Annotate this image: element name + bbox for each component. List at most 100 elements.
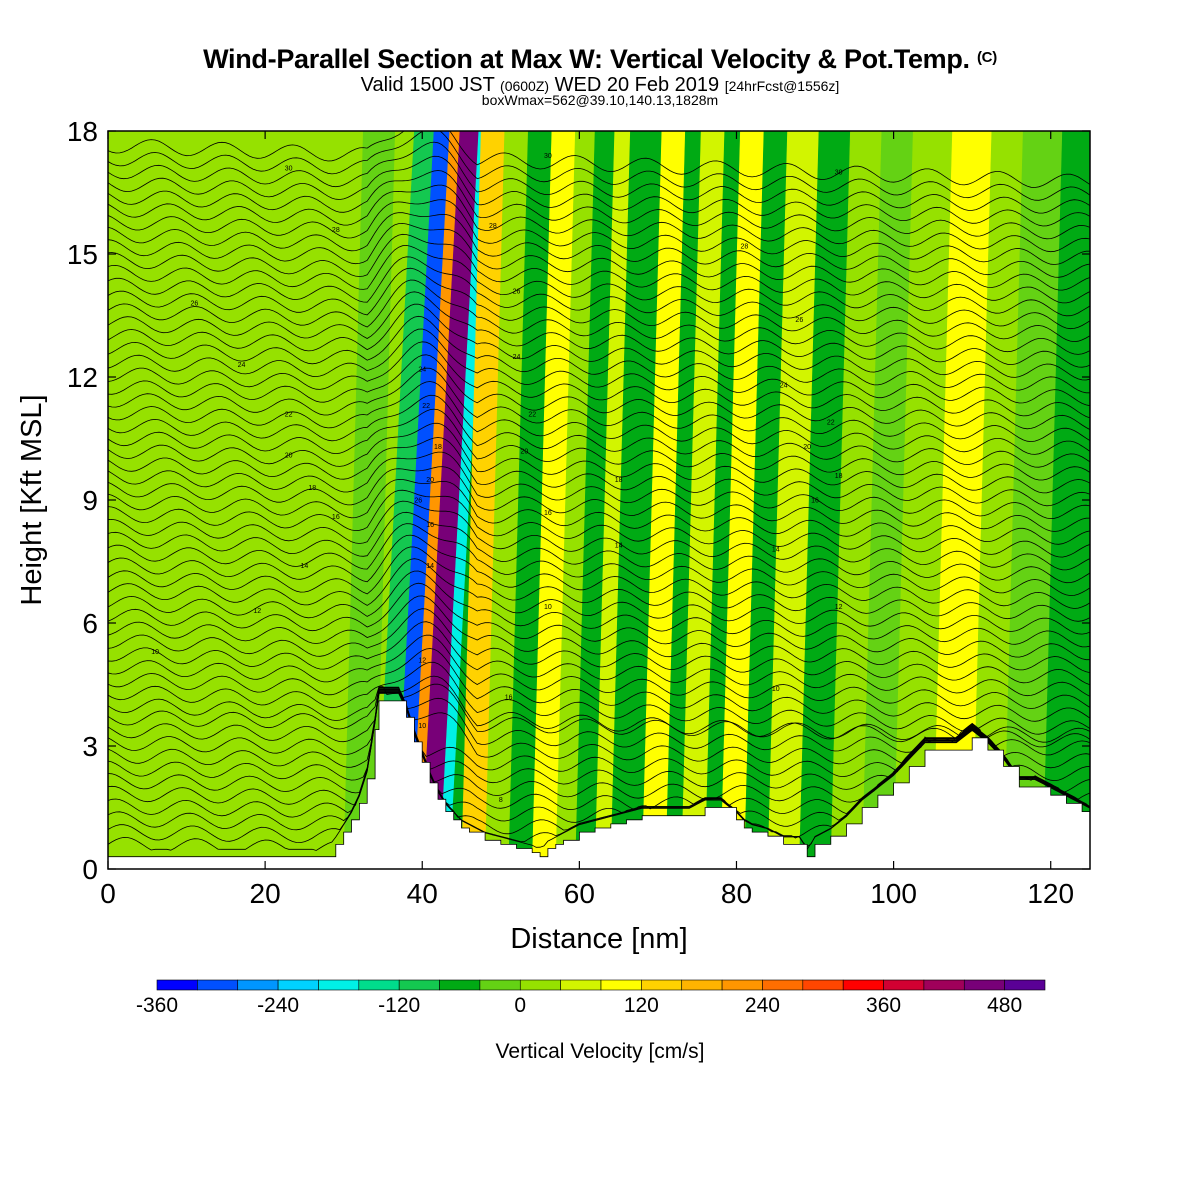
isentrope-label: 28 (332, 227, 340, 234)
colorbar-swatch (963, 979, 1005, 991)
isentrope-line (108, 690, 1090, 815)
colorbar-tick-label: 240 (745, 994, 780, 1017)
isentrope-label: 18 (308, 485, 316, 492)
isentrope-label: 24 (513, 354, 521, 361)
isentrope-label: 14 (426, 563, 434, 570)
isentrope-line (108, 279, 1090, 355)
colorbar-tick-label: 360 (866, 994, 901, 1017)
isentrope-line (108, 466, 1090, 532)
isentrope-label: 20 (803, 444, 811, 451)
isentrope-line (108, 500, 1090, 571)
valid-date: WED 20 Feb 2019 (554, 74, 720, 96)
isentrope-label: 12 (418, 657, 426, 664)
x-tick-label: 120 (1027, 878, 1074, 909)
velocity-band (374, 131, 435, 869)
x-tick-label: 60 (564, 878, 595, 909)
velocity-band (394, 131, 451, 869)
colorbar-swatch (721, 979, 763, 991)
isentrope-label: 20 (285, 452, 293, 459)
isentrope-line (108, 256, 1090, 330)
colorbar-tick-label: 120 (624, 994, 659, 1017)
velocity-band (665, 131, 702, 869)
colorbar-tick-label: 480 (987, 994, 1022, 1017)
colorbar-swatch (277, 979, 319, 991)
colorbar-swatch (479, 979, 521, 991)
colorbar: -360 -240 -120 0 120 240 360 480 (136, 979, 1046, 1017)
isentrope-line (108, 408, 1090, 481)
colorbar-tick-label: -240 (257, 994, 299, 1017)
isentrope-line (108, 608, 1090, 686)
velocity-band (484, 131, 529, 869)
colorbar-swatch (560, 979, 602, 991)
isentrope-line (108, 155, 1090, 227)
isentrope-line (108, 683, 1090, 743)
colorbar-tick-label: -360 (136, 994, 178, 1017)
isentrope-line (108, 131, 1090, 188)
y-tick-label: 18 (67, 116, 98, 147)
isentrope-label: 10 (418, 723, 426, 730)
isentrope-line (108, 170, 1090, 240)
colorbar-swatch (923, 979, 965, 991)
isentrope-label: 14 (301, 563, 309, 570)
velocity-band (594, 131, 631, 869)
x-tick-label: 40 (407, 878, 438, 909)
velocity-band (893, 131, 953, 869)
velocity-band (575, 131, 616, 869)
velocity-band (971, 131, 1024, 869)
isentrope-label: 26 (191, 301, 199, 308)
isentrope-label: 30 (835, 170, 843, 177)
isentrope-label: 24 (780, 383, 788, 390)
isentrope-line (108, 437, 1090, 507)
axes: 0 20 40 60 80 100 120 0 3 6 9 12 15 18 (67, 116, 1091, 909)
y-axis-label: Height [Kft MSL] (16, 394, 48, 605)
isentrope-line (108, 315, 1090, 394)
isentrope-line (108, 381, 1090, 455)
box-info: boxWmax=562@39.10,140.13,1828m (481, 92, 719, 108)
isentrope-label: 26 (513, 288, 521, 295)
colorbar-swatch (358, 979, 400, 991)
colorbar-swatch (641, 979, 683, 991)
isentrope-line (108, 546, 1090, 622)
colorbar-swatch (519, 979, 561, 991)
terrain-profile (108, 700, 1090, 869)
terrain (108, 700, 1090, 869)
colorbar-swatch (681, 979, 723, 991)
velocity-band (1042, 131, 1090, 869)
isentrope-line (108, 689, 1090, 803)
isentrope-label: 18 (615, 477, 623, 484)
isentrope-label: 28 (489, 223, 497, 230)
x-axis-label: Distance [nm] (510, 923, 687, 955)
isentrope-line (108, 570, 1090, 648)
velocity-band (744, 131, 788, 869)
isentrope-label: 30 (285, 165, 293, 172)
isentrope-label: 22 (528, 411, 536, 418)
isentropes (108, 131, 1090, 851)
isentrope-line (108, 661, 1090, 735)
isentrope-label: 20 (520, 448, 528, 455)
colorbar-swatch (802, 979, 844, 991)
isentrope-line (108, 478, 1090, 545)
isentrope-label: 20 (426, 477, 434, 484)
isentrope-line (108, 244, 1090, 317)
isentrope-line (108, 634, 1090, 709)
isentrope-line (108, 691, 1090, 839)
velocity-band (610, 131, 663, 869)
velocity-band (555, 131, 596, 869)
isentrope-line (108, 422, 1090, 494)
isentrope-label: 30 (544, 153, 552, 160)
isentrope-line (108, 291, 1090, 368)
colorbar-swatch (197, 979, 239, 991)
velocity-band (508, 131, 553, 869)
isentrope-label: 28 (740, 243, 748, 250)
isentrope-line (108, 184, 1090, 253)
chart-title-suffix: (C) (976, 49, 997, 66)
isentrope-label: 24 (238, 362, 246, 369)
isentrope-labels: 30 28 26 24 22 20 18 16 14 12 10 30 28 26 24 22 20 18 16 14… (151, 153, 842, 804)
isentrope-line (108, 693, 1090, 851)
colorbar-swatch (237, 979, 279, 991)
isentrope-line (108, 558, 1090, 635)
isentrope-label: 18 (835, 473, 843, 480)
isentrope-label: 16 (811, 498, 819, 505)
colorbar-tick-label: -120 (378, 994, 420, 1017)
isentrope-line (108, 341, 1090, 419)
